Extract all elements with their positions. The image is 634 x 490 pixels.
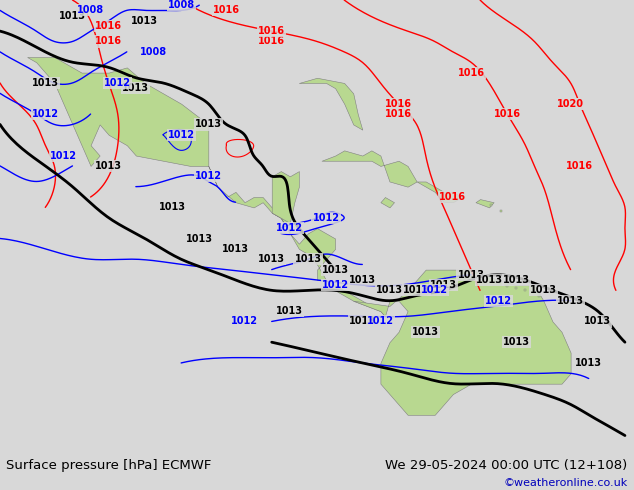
- Text: 1008: 1008: [140, 47, 167, 57]
- Text: 1013: 1013: [186, 234, 213, 244]
- Text: 1013: 1013: [503, 337, 530, 347]
- Text: 1016: 1016: [566, 161, 593, 171]
- Text: 1013: 1013: [412, 327, 439, 337]
- Text: 1013: 1013: [122, 83, 150, 93]
- Text: 1013: 1013: [258, 254, 285, 264]
- Text: 1016: 1016: [439, 192, 467, 202]
- Text: 1016: 1016: [95, 21, 122, 31]
- Text: 1012: 1012: [50, 150, 77, 161]
- Text: 1013: 1013: [430, 280, 457, 290]
- Text: 1012: 1012: [104, 78, 131, 88]
- Text: 1013: 1013: [530, 285, 557, 295]
- Text: 1008: 1008: [77, 5, 104, 15]
- Text: 1013: 1013: [349, 317, 376, 326]
- Text: 1020: 1020: [557, 98, 584, 109]
- Text: 1013: 1013: [503, 275, 530, 285]
- Text: 1012: 1012: [421, 285, 448, 295]
- Text: 1016: 1016: [385, 109, 412, 119]
- Text: 1012: 1012: [195, 172, 222, 181]
- Text: 1016: 1016: [258, 36, 285, 47]
- Text: 1013: 1013: [585, 317, 611, 326]
- Text: 1012: 1012: [484, 296, 512, 306]
- Text: 1008: 1008: [167, 0, 195, 10]
- Text: 1013: 1013: [575, 358, 602, 368]
- Text: 1016: 1016: [494, 109, 521, 119]
- Text: 1012: 1012: [276, 223, 303, 233]
- Text: 1013: 1013: [557, 296, 584, 306]
- Text: We 29-05-2024 00:00 UTC (12+108): We 29-05-2024 00:00 UTC (12+108): [385, 459, 628, 472]
- Text: 1016: 1016: [258, 26, 285, 36]
- Text: 1013: 1013: [95, 161, 122, 171]
- Text: 1013: 1013: [376, 285, 403, 295]
- Text: 1013: 1013: [195, 120, 222, 129]
- Text: 1016: 1016: [213, 5, 240, 15]
- Text: 1013: 1013: [403, 285, 430, 295]
- Text: 1012: 1012: [167, 130, 195, 140]
- Text: 1016: 1016: [458, 68, 484, 77]
- Text: 1013: 1013: [158, 202, 186, 212]
- Text: 1013: 1013: [131, 16, 158, 26]
- Text: 1016: 1016: [95, 36, 122, 47]
- Text: 1012: 1012: [367, 317, 394, 326]
- Text: 1012: 1012: [321, 280, 349, 290]
- Text: 1013: 1013: [349, 275, 376, 285]
- Text: 1012: 1012: [231, 317, 258, 326]
- Text: 1013: 1013: [276, 306, 303, 316]
- Text: 1013: 1013: [476, 275, 503, 285]
- Text: Surface pressure [hPa] ECMWF: Surface pressure [hPa] ECMWF: [6, 459, 212, 472]
- Text: 1013: 1013: [321, 265, 349, 274]
- Text: 1013: 1013: [222, 244, 249, 254]
- Text: 1013: 1013: [59, 11, 86, 21]
- Text: 1013: 1013: [294, 254, 321, 264]
- Text: 1012: 1012: [313, 213, 340, 223]
- Text: 1016: 1016: [385, 98, 412, 109]
- Text: 1013: 1013: [458, 270, 484, 280]
- Text: ©weatheronline.co.uk: ©weatheronline.co.uk: [503, 478, 628, 488]
- Text: 1013: 1013: [32, 78, 59, 88]
- Text: 1020: 1020: [557, 98, 584, 109]
- Text: 1012: 1012: [32, 109, 59, 119]
